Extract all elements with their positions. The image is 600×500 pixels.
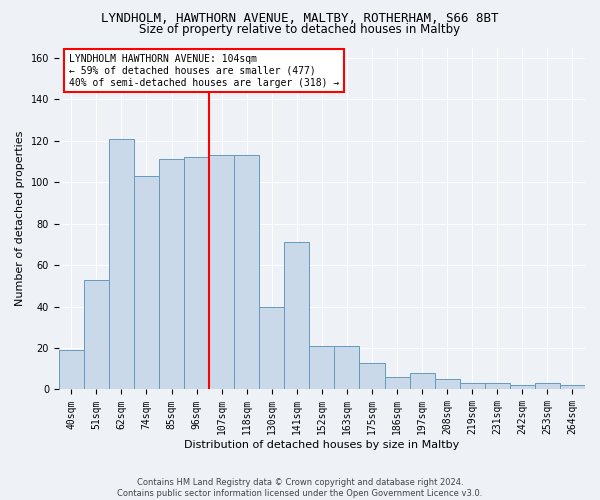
Bar <box>109 138 134 390</box>
Bar <box>460 384 485 390</box>
Bar <box>259 306 284 390</box>
Bar <box>184 158 209 390</box>
X-axis label: Distribution of detached houses by size in Maltby: Distribution of detached houses by size … <box>184 440 460 450</box>
Bar <box>134 176 159 390</box>
Bar <box>59 350 84 390</box>
Bar <box>334 346 359 390</box>
Bar <box>359 362 385 390</box>
Text: LYNDHOLM HAWTHORN AVENUE: 104sqm
← 59% of detached houses are smaller (477)
40% : LYNDHOLM HAWTHORN AVENUE: 104sqm ← 59% o… <box>70 54 340 88</box>
Y-axis label: Number of detached properties: Number of detached properties <box>15 131 25 306</box>
Bar <box>310 346 334 390</box>
Bar <box>209 156 234 390</box>
Bar <box>385 377 410 390</box>
Bar <box>485 384 510 390</box>
Bar <box>535 384 560 390</box>
Bar <box>560 386 585 390</box>
Bar <box>84 280 109 390</box>
Text: LYNDHOLM, HAWTHORN AVENUE, MALTBY, ROTHERHAM, S66 8BT: LYNDHOLM, HAWTHORN AVENUE, MALTBY, ROTHE… <box>101 12 499 26</box>
Bar <box>159 160 184 390</box>
Text: Contains HM Land Registry data © Crown copyright and database right 2024.
Contai: Contains HM Land Registry data © Crown c… <box>118 478 482 498</box>
Bar <box>234 156 259 390</box>
Bar <box>510 386 535 390</box>
Bar <box>284 242 310 390</box>
Bar <box>434 379 460 390</box>
Bar <box>410 373 434 390</box>
Text: Size of property relative to detached houses in Maltby: Size of property relative to detached ho… <box>139 22 461 36</box>
